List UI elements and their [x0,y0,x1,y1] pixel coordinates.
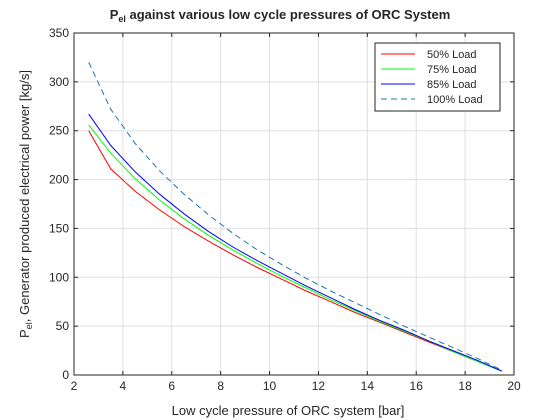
y-axis-label-rest: , Generator produced electrical power [k… [17,70,32,322]
series-line-3 [88,113,503,372]
x-tick-label: 12 [312,379,326,393]
x-axis-label: Low cycle pressure of ORC system [bar] [172,403,405,418]
x-tick-label: 20 [507,379,521,393]
x-tick-label: 18 [458,379,472,393]
chart-title: Pel against various low cycle pressures … [110,7,451,24]
y-axis-label-main: P [17,329,32,338]
legend-label-1: 50% Load [427,49,477,61]
y-axis-ticks: 0 50 100 150 200 250 300 350 [49,26,514,382]
y-tick-label: 300 [49,75,69,89]
legend-label-4: 100% Load [427,94,483,106]
y-tick-label: 250 [49,124,69,138]
legend-label-3: 85% Load [427,79,477,91]
series-line-1 [88,130,502,372]
x-tick-label: 4 [120,379,127,393]
x-tick-label: 10 [263,379,277,393]
chart-title-rest: against various low cycle pressures of O… [126,7,450,22]
chart-title-main: P [110,7,119,22]
y-tick-label: 0 [62,368,69,382]
plot-frame [73,32,515,376]
x-tick-label: 2 [71,379,78,393]
series-line-4 [88,62,503,371]
series-group [88,62,503,372]
y-axis-label: Pel, Generator produced electrical power… [17,70,34,338]
y-tick-label: 150 [49,221,69,235]
y-tick-label: 100 [49,270,69,284]
y-axis-label-subscript: el [24,322,34,329]
y-tick-label: 350 [49,26,69,40]
x-axis-ticks: 2 4 6 8 10 12 14 16 18 20 [71,33,521,393]
y-tick-label: 200 [49,173,69,187]
y-tick-label: 50 [56,319,70,333]
legend-label-2: 75% Load [427,64,477,76]
x-tick-label: 6 [168,379,175,393]
x-tick-label: 16 [410,379,424,393]
x-tick-label: 8 [217,379,224,393]
legend: 50% Load 75% Load 85% Load 100% Load [374,42,501,112]
x-tick-label: 14 [361,379,375,393]
chart-title-subscript: el [118,14,126,24]
